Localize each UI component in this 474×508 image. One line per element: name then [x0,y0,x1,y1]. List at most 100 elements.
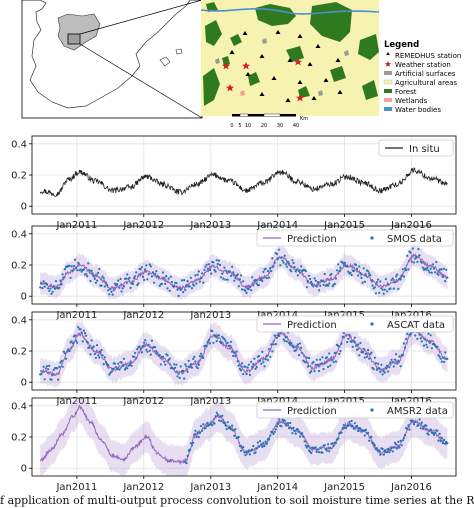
x-tick-label: Jan2011 [55,220,97,231]
remedhus-station-marker [323,78,329,82]
data-point [141,275,145,278]
data-point [397,359,400,363]
data-point [215,259,218,262]
data-point [311,283,314,286]
data-point [260,362,263,365]
data-point [114,366,118,369]
data-point [358,354,361,357]
data-point [111,367,114,371]
data-point [206,340,209,343]
data-point [420,421,423,424]
data-point [59,279,62,282]
urban-area [318,90,323,96]
data-point [207,263,210,266]
scale-bar-segment [232,114,240,117]
data-point [92,274,95,277]
data-point [319,358,322,361]
data-point [98,356,101,359]
data-point [161,355,165,358]
data-point [353,336,356,339]
data-point [381,288,384,291]
data-point [104,360,108,364]
data-point [193,355,196,358]
data-point [444,442,447,445]
data-point [417,248,420,251]
data-point [147,343,150,346]
data-point [99,350,102,354]
data-point [53,287,57,290]
data-point [291,259,294,262]
data-point [329,364,332,367]
data-point [112,289,115,292]
data-point [342,331,345,335]
data-point [356,424,359,427]
data-point [250,360,253,363]
data-point [70,265,73,268]
data-point [348,420,351,423]
data-point [244,454,247,457]
data-point [223,422,226,425]
data-point [262,441,265,444]
data-point [116,283,119,286]
data-point [106,284,109,287]
data-point [163,276,166,279]
data-point [430,347,433,350]
data-point [232,271,235,274]
data-point [231,265,234,268]
data-point [343,261,346,264]
data-point [58,286,61,289]
data-point [322,367,325,371]
data-point [387,283,390,286]
data-point [375,368,379,371]
data-point [226,341,229,344]
data-point [428,271,431,274]
data-point [412,423,416,426]
data-point [236,273,239,276]
data-point [285,340,288,343]
data-point [216,262,219,266]
data-point [259,440,262,443]
data-point [359,341,362,345]
data-point [150,275,153,278]
data-point [190,287,194,290]
data-point [201,354,204,358]
data-point [223,266,226,269]
data-point [146,278,149,281]
data-point [80,331,83,334]
data-point [379,280,382,283]
data-point [441,356,444,359]
data-point [352,270,355,273]
data-point [61,365,64,368]
remedhus-station-marker [242,31,248,35]
data-point [139,268,142,271]
data-point [229,274,233,277]
data-point [246,366,249,369]
zoom-connector-line [79,0,203,35]
data-point [60,283,63,286]
data-point [48,364,51,367]
data-point [234,355,237,358]
data-point [229,428,233,431]
data-point [215,411,218,414]
data-point [166,354,169,357]
forest-patch [205,20,222,46]
study-area-box [67,33,81,45]
data-point [214,270,217,273]
data-point [197,436,200,439]
data-point [393,358,396,361]
data-point [43,378,46,381]
x-tick-label: Jan2011 [55,482,97,493]
data-point [402,436,405,440]
data-point [402,342,405,345]
data-point [337,263,340,266]
data-point [291,432,294,435]
data-point [201,429,204,432]
data-point [54,280,58,283]
legend-marker [370,408,374,412]
data-point [91,272,94,275]
data-point [266,358,269,362]
data-point [208,342,212,345]
data-point [193,433,196,436]
legend-title: Legend [384,40,419,50]
data-point [334,277,337,280]
